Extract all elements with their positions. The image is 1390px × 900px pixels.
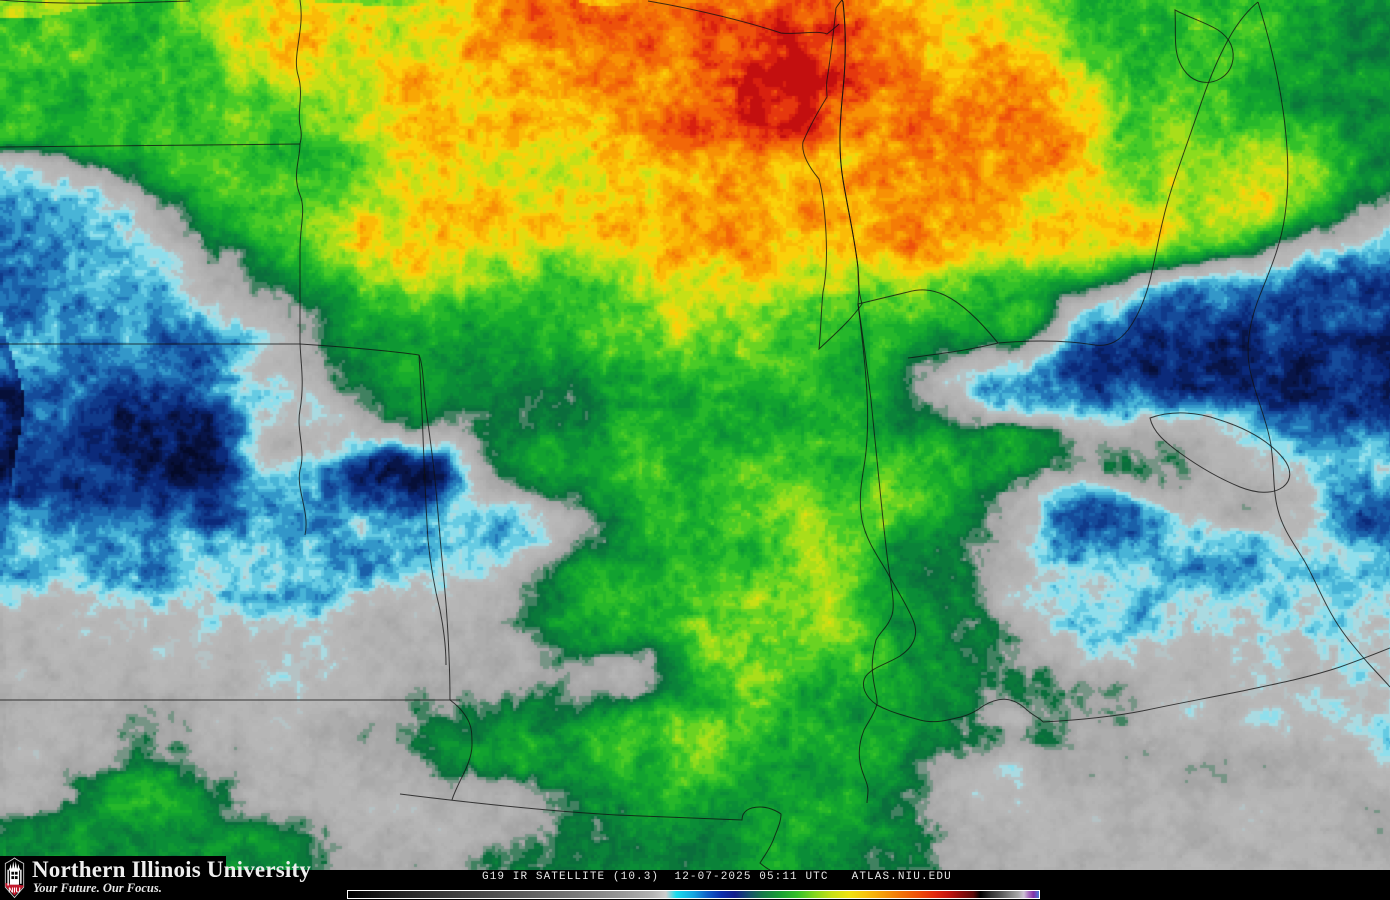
svg-text:NIU: NIU: [8, 886, 20, 894]
